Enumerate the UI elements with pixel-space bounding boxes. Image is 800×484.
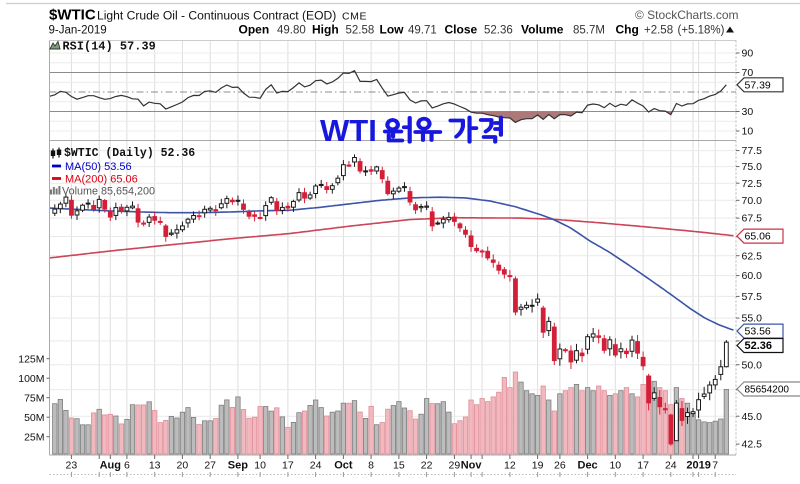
svg-text:6: 6 xyxy=(124,460,130,472)
svg-text:Close: Close xyxy=(445,23,478,37)
svg-text:10: 10 xyxy=(742,126,754,138)
svg-text:$WTIC (Daily) 52.36: $WTIC (Daily) 52.36 xyxy=(64,147,195,160)
svg-text:30: 30 xyxy=(742,106,754,118)
svg-text:MA(200) 65.06: MA(200) 65.06 xyxy=(65,174,138,186)
svg-text:Dec: Dec xyxy=(578,460,598,472)
svg-text:100M: 100M xyxy=(18,373,44,385)
svg-text:24: 24 xyxy=(310,460,322,472)
svg-text:10: 10 xyxy=(609,460,621,472)
svg-text:10: 10 xyxy=(254,460,266,472)
svg-text:MA(50) 53.56: MA(50) 53.56 xyxy=(65,161,132,173)
svg-text:25M: 25M xyxy=(24,431,44,443)
svg-text:29: 29 xyxy=(449,460,461,472)
svg-text:75M: 75M xyxy=(24,392,44,404)
svg-text:2019: 2019 xyxy=(686,460,710,472)
svg-text:19: 19 xyxy=(532,460,544,472)
svg-text:RSI(14) 57.39: RSI(14) 57.39 xyxy=(63,40,156,54)
svg-text:67.5: 67.5 xyxy=(742,213,763,225)
svg-text:45.0: 45.0 xyxy=(742,411,763,423)
svg-text:53.56: 53.56 xyxy=(745,326,771,338)
svg-text:42.5: 42.5 xyxy=(742,439,763,451)
svg-text:85.7M: 85.7M xyxy=(573,25,605,37)
svg-text:50.0: 50.0 xyxy=(742,359,763,371)
svg-text:65.06: 65.06 xyxy=(745,231,771,243)
svg-text:49.80: 49.80 xyxy=(277,25,306,37)
svg-text:$WTIC: $WTIC xyxy=(49,7,96,24)
svg-text:50M: 50M xyxy=(24,412,44,424)
svg-text:52.36: 52.36 xyxy=(484,25,513,37)
svg-text:52.58: 52.58 xyxy=(346,25,375,37)
svg-text:Low: Low xyxy=(380,23,405,37)
svg-text:57.5: 57.5 xyxy=(742,291,763,303)
svg-text:17: 17 xyxy=(637,460,649,472)
svg-text:72.5: 72.5 xyxy=(742,178,763,190)
svg-text:75.0: 75.0 xyxy=(742,161,763,173)
svg-text:60.0: 60.0 xyxy=(742,270,763,282)
svg-text:WTI: WTI xyxy=(320,113,377,148)
svg-text:Aug: Aug xyxy=(100,460,121,472)
svg-text:8: 8 xyxy=(368,460,374,472)
svg-text:9-Jan-2019: 9-Jan-2019 xyxy=(49,25,107,37)
svg-text:24: 24 xyxy=(665,460,677,472)
svg-text:17: 17 xyxy=(282,460,294,472)
svg-text:22: 22 xyxy=(421,460,433,472)
svg-text:70: 70 xyxy=(742,67,754,79)
svg-text:+2.58: +2.58 xyxy=(644,25,673,37)
svg-text:15: 15 xyxy=(393,460,405,472)
svg-text:20: 20 xyxy=(177,460,189,472)
svg-text:Nov: Nov xyxy=(461,460,483,472)
svg-text:55.0: 55.0 xyxy=(742,313,763,325)
svg-text:Chg: Chg xyxy=(616,23,639,37)
svg-text:Sep: Sep xyxy=(228,460,248,472)
svg-text:125M: 125M xyxy=(18,353,44,365)
svg-text:© StockCharts.com: © StockCharts.com xyxy=(635,8,739,22)
svg-text:7: 7 xyxy=(712,460,718,472)
svg-text:Open: Open xyxy=(239,23,270,37)
svg-text:CME: CME xyxy=(342,11,367,23)
svg-text:90: 90 xyxy=(742,48,754,60)
svg-text:Oct: Oct xyxy=(334,460,353,472)
svg-text:70.0: 70.0 xyxy=(742,195,763,207)
svg-text:13: 13 xyxy=(149,460,161,472)
svg-text:62.5: 62.5 xyxy=(742,250,763,262)
svg-text:27: 27 xyxy=(204,460,216,472)
svg-text:77.5: 77.5 xyxy=(742,145,763,157)
svg-text:26: 26 xyxy=(554,460,566,472)
svg-text:57.39: 57.39 xyxy=(745,79,771,91)
svg-text:High: High xyxy=(312,23,339,37)
svg-text:85654200: 85654200 xyxy=(745,385,790,396)
svg-text:23: 23 xyxy=(66,460,78,472)
svg-text:49.71: 49.71 xyxy=(408,25,437,37)
svg-text:(+5.18%): (+5.18%) xyxy=(678,25,725,37)
svg-text:Light Crude Oil - Continuous C: Light Crude Oil - Continuous Contract (E… xyxy=(97,9,336,23)
svg-text:Volume: Volume xyxy=(521,23,564,37)
svg-text:12: 12 xyxy=(504,460,516,472)
svg-text:52.36: 52.36 xyxy=(745,340,773,352)
svg-text:Volume 85,654,200: Volume 85,654,200 xyxy=(62,186,155,198)
